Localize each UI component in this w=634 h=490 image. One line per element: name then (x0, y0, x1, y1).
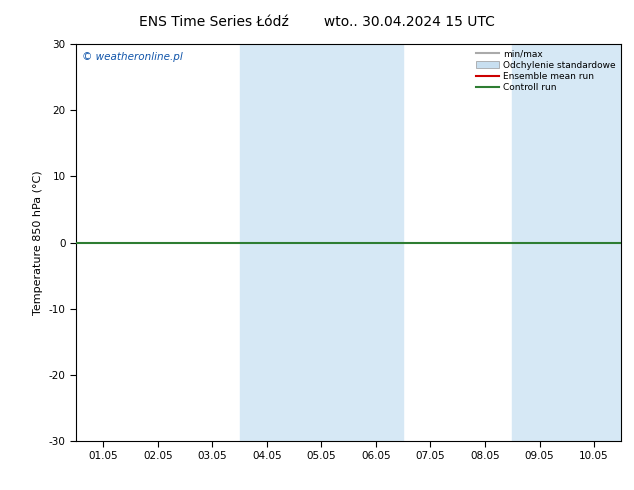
Bar (512, 44, 621, 441)
Bar (240, 44, 403, 441)
Y-axis label: Temperature 850 hPa (°C): Temperature 850 hPa (°C) (33, 170, 43, 315)
Text: ENS Time Series Łódź        wto.. 30.04.2024 15 UTC: ENS Time Series Łódź wto.. 30.04.2024 15… (139, 15, 495, 29)
Text: © weatheronline.pl: © weatheronline.pl (82, 52, 183, 62)
Legend: min/max, Odchylenie standardowe, Ensemble mean run, Controll run: min/max, Odchylenie standardowe, Ensembl… (472, 46, 619, 96)
